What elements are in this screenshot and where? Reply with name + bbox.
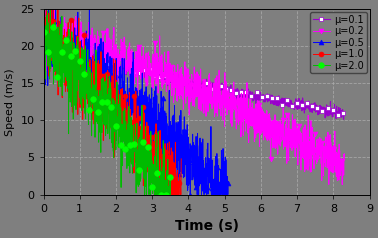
μ=0.5 xyxy=(41,38,46,41)
Line: μ=0.5: μ=0.5 xyxy=(41,0,231,197)
μ=1.0 xyxy=(156,151,160,154)
μ=1.0 xyxy=(83,76,87,79)
μ=0.1 xyxy=(251,98,255,101)
μ=1.0 xyxy=(157,185,161,188)
μ=0.5 xyxy=(212,193,217,196)
μ=1.0 xyxy=(157,193,162,196)
μ=0.1 xyxy=(326,115,330,118)
μ=0.2 xyxy=(338,149,342,152)
μ=0.1 xyxy=(140,75,144,78)
μ=1.0 xyxy=(83,97,88,100)
μ=2.0 xyxy=(143,193,147,196)
μ=0.5 xyxy=(87,8,91,11)
Line: μ=0.1: μ=0.1 xyxy=(41,24,347,122)
μ=2.0 xyxy=(168,176,173,178)
μ=0.2 xyxy=(302,151,307,154)
μ=0.2 xyxy=(340,183,344,186)
μ=2.0 xyxy=(48,7,53,10)
μ=0.2 xyxy=(152,79,156,82)
μ=0.5 xyxy=(226,182,231,185)
μ=0.5 xyxy=(146,104,151,106)
μ=2.0 xyxy=(61,71,65,74)
X-axis label: Time (s): Time (s) xyxy=(175,219,239,233)
Line: μ=2.0: μ=2.0 xyxy=(41,6,173,197)
μ=1.0 xyxy=(89,103,94,105)
μ=0.1 xyxy=(341,118,346,121)
μ=1.0 xyxy=(41,40,46,43)
μ=2.0 xyxy=(62,71,67,74)
Y-axis label: Speed (m/s): Speed (m/s) xyxy=(5,68,15,135)
μ=2.0 xyxy=(134,145,139,148)
μ=0.1 xyxy=(342,112,347,115)
Legend: μ=0.1, μ=0.2, μ=0.5, μ=1.0, μ=2.0: μ=0.1, μ=0.2, μ=0.5, μ=1.0, μ=2.0 xyxy=(310,12,367,74)
μ=0.5 xyxy=(53,0,58,2)
μ=0.2 xyxy=(140,60,144,62)
Line: μ=0.2: μ=0.2 xyxy=(41,5,347,187)
μ=0.2 xyxy=(251,123,256,126)
μ=0.2 xyxy=(41,12,46,15)
μ=1.0 xyxy=(167,140,172,143)
μ=2.0 xyxy=(144,153,148,156)
μ=0.1 xyxy=(41,25,46,28)
μ=2.0 xyxy=(150,169,155,172)
μ=0.2 xyxy=(52,6,57,9)
μ=0.1 xyxy=(337,116,342,119)
μ=1.0 xyxy=(179,158,183,160)
μ=0.5 xyxy=(136,97,140,100)
μ=0.5 xyxy=(74,60,79,63)
μ=0.1 xyxy=(302,108,306,111)
μ=0.2 xyxy=(342,152,347,155)
μ=0.5 xyxy=(140,72,144,74)
μ=0.2 xyxy=(326,164,330,167)
μ=2.0 xyxy=(93,86,98,89)
μ=2.0 xyxy=(41,30,46,33)
Line: μ=1.0: μ=1.0 xyxy=(41,0,184,197)
μ=0.5 xyxy=(188,193,192,196)
μ=0.1 xyxy=(152,74,156,77)
